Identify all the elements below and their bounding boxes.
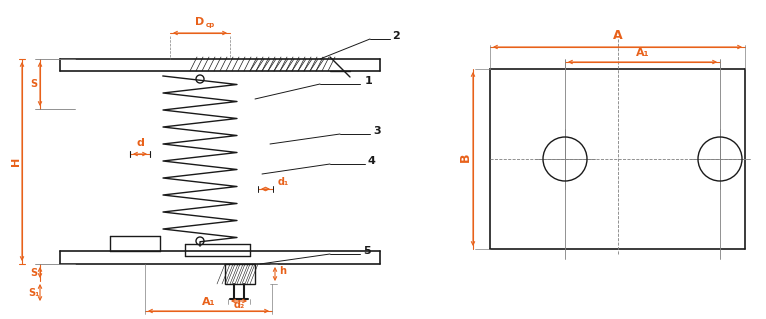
Text: A: A [613,29,622,42]
Text: 5: 5 [363,246,371,256]
Text: S: S [31,268,38,278]
Text: 1: 1 [365,76,373,86]
Text: S₁: S₁ [28,287,40,298]
Text: B: B [459,152,472,162]
Text: D: D [195,17,205,27]
Text: S: S [31,79,38,89]
Bar [225,264,255,284]
Text: 4: 4 [368,156,376,166]
Text: d₂: d₂ [234,300,244,310]
Text: A₁: A₁ [201,297,215,307]
Text: d: d [136,138,144,148]
Text: 2: 2 [392,31,400,41]
Text: 3: 3 [373,126,381,136]
Text: A₁: A₁ [636,48,650,58]
Text: H: H [11,157,21,166]
Text: h: h [279,266,286,276]
Text: ср: ср [206,22,215,28]
Text: d₁: d₁ [278,177,290,187]
